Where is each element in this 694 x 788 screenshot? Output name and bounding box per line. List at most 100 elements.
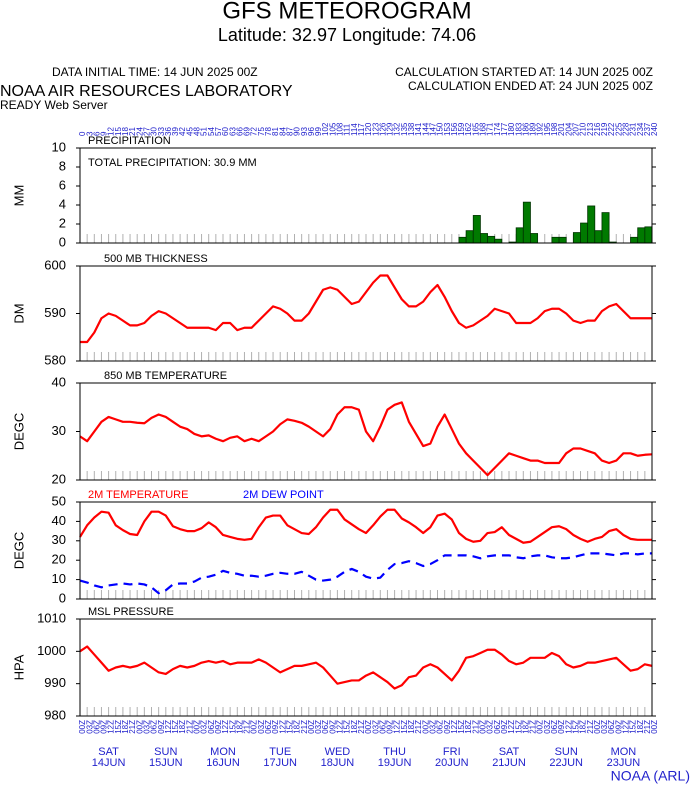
panel-title: PRECIPITATION [88,135,171,147]
forecast-hour-label: 222 [607,122,616,136]
line [79,508,652,544]
forecast-hour-label: 51 [200,127,209,136]
utc-hour-label: 21Z [529,720,538,734]
forecast-hour-label: 120 [364,122,373,136]
y-tick-label: 0 [59,234,66,249]
utc-hour-label: 12Z [450,720,459,734]
day-name: MON [611,746,637,758]
precip-bar [522,201,531,244]
utc-hour-label: 18Z [636,720,645,734]
subtitle: Latitude: 32.97 Longitude: 74.06 [218,25,476,45]
utc-hour-label: 18Z [350,720,359,734]
utc-hour-label: 00Z [650,720,659,734]
utc-hour-label: 09Z [386,720,395,734]
utc-hour-label: 18Z [579,720,588,734]
utc-hour-label: 18Z [521,720,530,734]
forecast-hour-label: 153 [443,122,452,136]
forecast-hour-label: 12 [107,127,116,136]
y-tick-label: 580 [44,352,66,367]
precip-bar [572,232,581,244]
forecast-hour-label: 27 [142,127,151,136]
utc-hour-label: 12Z [622,720,631,734]
forecast-hour-label: 216 [593,122,602,136]
y-tick-label: 8 [59,158,66,173]
utc-hour-label: 06Z [378,720,387,734]
precip-bar [458,236,467,244]
forecast-hour-label: 84 [278,127,287,136]
utc-hour-label: 18Z [121,720,130,734]
utc-hour-label: 15Z [400,720,409,734]
precip-bar [630,236,639,244]
utc-hour-label: 18Z [235,720,244,734]
day-name: SUN [154,746,177,758]
forecast-hour-label: 168 [479,122,488,136]
forecast-hour-label: 81 [271,127,280,136]
forecast-hour-label: 24 [135,127,144,136]
utc-hour-label: 15Z [629,720,638,734]
utc-hour-label: 09Z [328,720,337,734]
forecast-hour-label: 39 [171,127,180,136]
precip-bar [530,233,539,244]
forecast-hour-label: 132 [393,122,402,136]
forecast-hour-label: 147 [428,122,437,136]
forecast-hour-label: 174 [493,122,502,136]
forecast-hour-label: 42 [178,127,187,136]
precip-bar [601,212,610,244]
precip-bar [515,227,524,244]
forecast-hour-label: 234 [636,122,645,136]
forecast-hour-label: 225 [614,122,623,136]
utc-hour-label: 09Z [557,720,566,734]
forecast-hour-label: 96 [307,127,316,136]
utc-hour-label: 15Z [571,720,580,734]
forecast-hour-label: 129 [386,122,395,136]
forecast-hour-label: 60 [221,127,230,136]
forecast-hour-label: 90 [293,127,302,136]
panel-title: 500 MB THICKNESS [104,253,208,265]
utc-hour-label: 00Z [193,720,202,734]
day-date: 23JUN [607,757,641,769]
forecast-hour-label: 78 [264,127,273,136]
precip-bar [494,238,503,244]
initial-time: DATA INITIAL TIME: 14 JUN 2025 00Z [52,65,258,79]
y-axis-label: HPA [11,654,26,680]
utc-hour-label: 06Z [150,720,159,734]
y-tick-label: 10 [52,571,66,586]
forecast-hour-label: 207 [571,122,580,136]
precip-bar [558,236,567,244]
line [80,274,652,344]
utc-hour-label: 09Z [614,720,623,734]
utc-hour-label: 21Z [643,720,652,734]
utc-hour-label: 12Z [164,720,173,734]
forecast-hour-label: 87 [285,127,294,136]
utc-hour-label: 21Z [185,720,194,734]
utc-hour-label: 06Z [264,720,273,734]
y-tick-label: 50 [52,493,66,508]
utc-hour-label: 09Z [271,720,280,734]
utc-hour-label: 18Z [464,720,473,734]
calc-ended: CALCULATION ENDED AT: 24 JUN 2025 00Z [408,79,653,93]
day-name: SAT [98,746,119,758]
forecast-hour-label: 72 [250,127,259,136]
utc-hour-label: 15Z [285,720,294,734]
line [79,645,653,690]
forecast-hour-label: 150 [436,122,445,136]
utc-hour-label: 03Z [85,720,94,734]
y-tick-label: 600 [44,257,66,272]
forecast-hour-label: 204 [564,122,573,136]
panel-frame [79,265,653,362]
utc-hour-label: 00Z [364,720,373,734]
utc-hour-label: 03Z [371,720,380,734]
lab-name: NOAA AIR RESOURCES LABORATORY [0,83,293,100]
precip-bar [637,227,646,244]
precip-bar [551,236,560,244]
utc-hour-label: 00Z [536,720,545,734]
utc-hour-label: 00Z [135,720,144,734]
forecast-hour-label: 144 [421,122,430,136]
forecast-hour-label: 21 [128,127,137,136]
forecast-hour-label: 201 [557,122,566,136]
credit: NOAA (ARL) [611,768,690,784]
y-axis-label: MM [11,185,26,207]
forecast-hour-label: 177 [500,122,509,136]
utc-hour-label: 15Z [343,720,352,734]
